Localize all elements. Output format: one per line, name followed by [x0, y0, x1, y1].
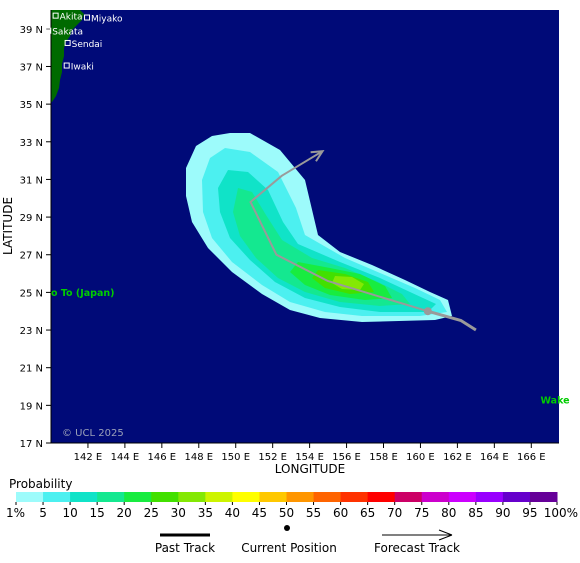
legend-label: 10: [62, 506, 77, 520]
lat-tick-label: 21 N: [20, 364, 43, 375]
current-position-key-dot: [284, 525, 290, 531]
forecast-arrowhead: [310, 150, 325, 162]
legend-label: 35: [198, 506, 213, 520]
legend-label: 85: [468, 506, 483, 520]
legend-color-swatch: [286, 492, 315, 502]
city-label: Iwaki: [71, 63, 94, 73]
swath-band-4: [233, 188, 410, 306]
probability-swath: [186, 133, 452, 322]
lon-tick-label: 154 E: [295, 452, 324, 463]
island-label: Wake: [541, 395, 570, 406]
legend-color-swatch: [448, 492, 477, 502]
probability-color-bar: [16, 492, 558, 502]
lat-tick-label: 35 N: [20, 100, 43, 111]
lat-tick-label: 39 N: [20, 25, 43, 36]
lat-tick-label: 25 N: [20, 288, 43, 299]
lon-tick-label: 148 E: [184, 452, 213, 463]
legend-color-swatch: [97, 492, 125, 502]
legend-color-swatch: [340, 492, 369, 502]
legend-color-swatch: [475, 492, 504, 502]
city-marker: [64, 39, 71, 46]
lat-tick-label: 17 N: [20, 439, 43, 450]
current-position-marker: [423, 307, 432, 316]
lon-tick-label: 160 E: [406, 452, 435, 463]
legend-color-swatch: [16, 492, 44, 502]
city-marker: [63, 62, 70, 69]
legend-label: 95: [522, 506, 537, 520]
lon-tick-label: 158 E: [369, 452, 398, 463]
lat-tick-label: 37 N: [20, 62, 43, 73]
legend-label: 30: [171, 506, 186, 520]
lon-tick-label: 150 E: [221, 452, 250, 463]
lon-tick-label: 144 E: [111, 452, 140, 463]
lon-tick-label: 146 E: [148, 452, 177, 463]
city-marker: [45, 27, 52, 34]
legend-color-swatch: [502, 492, 531, 502]
forecast-track-key-arrowhead: [438, 529, 453, 541]
legend-color-swatch: [367, 492, 396, 502]
legend-label: 45: [252, 506, 267, 520]
lat-tick-label: 27 N: [20, 251, 43, 262]
legend-label: 40: [225, 506, 240, 520]
lon-tick-label: 164 E: [480, 452, 509, 463]
legend-label: 55: [306, 506, 321, 520]
legend-color-swatch: [232, 492, 260, 502]
lat-tick-label: 31 N: [20, 175, 43, 186]
legend-label: 65: [360, 506, 375, 520]
legend-label: 100%: [544, 506, 578, 520]
legend-color-swatch: [313, 492, 342, 502]
legend-label: 50: [279, 506, 294, 520]
legend-title: Probability: [9, 477, 72, 491]
japan-coast-land: [51, 10, 84, 102]
lon-tick-label: 156 E: [332, 452, 361, 463]
legend-color-swatch: [259, 492, 287, 502]
legend-label: 60: [333, 506, 348, 520]
city-label: Miyako: [91, 15, 123, 25]
lon-tick-label: 152 E: [258, 452, 287, 463]
current-position-key-label: Current Position: [241, 541, 337, 555]
legend-color-swatch: [70, 492, 98, 502]
legend-color-swatch: [178, 492, 206, 502]
legend-label: 5: [39, 506, 47, 520]
legend-label: 80: [441, 506, 456, 520]
legend-label: 20: [117, 506, 132, 520]
lat-tick-label: 19 N: [20, 401, 43, 412]
legend-label: 15: [90, 506, 105, 520]
lon-tick-label: 166 E: [517, 452, 546, 463]
city-marker: [84, 14, 91, 21]
legend-color-swatch: [394, 492, 423, 502]
y-axis-title: LATITUDE: [1, 197, 15, 255]
city-label: Akita: [60, 13, 83, 23]
past-track-key-label: Past Track: [155, 541, 215, 555]
forecast-track-key-label: Forecast Track: [374, 541, 460, 555]
legend-label: 70: [387, 506, 402, 520]
lon-tick-label: 142 E: [74, 452, 103, 463]
legend-label: 75: [414, 506, 429, 520]
forecast-track-line: [249, 150, 429, 313]
city-label: Sakata: [52, 28, 83, 38]
legend-label: 90: [495, 506, 510, 520]
lat-tick-label: 23 N: [20, 326, 43, 337]
swath-band-7: [332, 276, 364, 290]
legend-color-swatch: [205, 492, 233, 502]
x-axis-title: LONGITUDE: [275, 462, 345, 476]
lat-tick-label: 33 N: [20, 138, 43, 149]
legend-color-swatch: [124, 492, 152, 502]
legend-color-swatch: [151, 492, 179, 502]
lon-tick-label: 162 E: [443, 452, 472, 463]
city-label: Sendai: [72, 40, 103, 50]
copyright-text: © UCL 2025: [62, 428, 124, 439]
city-marker: [52, 12, 59, 19]
legend-label: 1%: [6, 506, 25, 520]
island-label: o To (Japan): [51, 288, 115, 299]
legend-color-swatch: [43, 492, 71, 502]
legend-color-swatch: [529, 492, 558, 502]
legend-color-swatch: [421, 492, 450, 502]
swath-band-3: [218, 170, 436, 312]
lat-tick-label: 29 N: [20, 213, 43, 224]
legend-label: 25: [144, 506, 159, 520]
past-track-line: [427, 309, 477, 332]
